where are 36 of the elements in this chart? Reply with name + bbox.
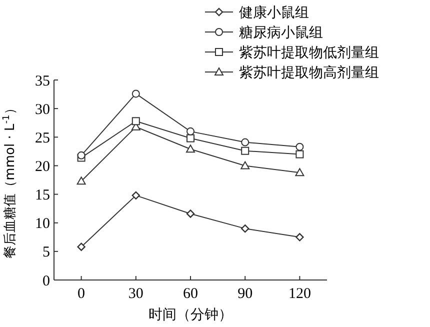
y-tick-label: 20 — [35, 158, 50, 175]
point — [295, 168, 304, 176]
x-tick-label: 30 — [128, 286, 144, 302]
point — [240, 161, 250, 170]
x-axis-title: 时间（分钟） — [148, 307, 232, 323]
y-tick-label: 35 — [35, 73, 50, 90]
x-tick-label: 120 — [288, 286, 311, 302]
point — [132, 117, 140, 126]
x-tick-label: 90 — [238, 286, 253, 302]
legend-label: 紫苏叶提取物高剂量组 — [239, 64, 379, 81]
point — [132, 90, 140, 98]
point — [241, 138, 250, 146]
x-tick-label: 0 — [78, 286, 86, 302]
y-tick-label: 30 — [35, 102, 50, 118]
point — [132, 191, 140, 200]
legend-label: 紫苏叶提取物低剂量组 — [239, 44, 379, 61]
y-tick-label: 25 — [35, 130, 50, 146]
y-tick-label: 10 — [35, 216, 50, 232]
x-tick-label: 60 — [183, 286, 198, 302]
point — [76, 176, 86, 185]
point — [296, 233, 304, 242]
y-tick-label: 5 — [42, 244, 50, 261]
point — [186, 134, 194, 142]
y-tick-label: 15 — [35, 188, 50, 204]
point — [296, 150, 304, 158]
point — [186, 127, 194, 136]
point — [241, 224, 250, 233]
point — [186, 210, 195, 218]
point — [241, 146, 250, 155]
point — [186, 144, 195, 153]
point — [77, 242, 86, 251]
legend-label: 健康小鼠组 — [239, 4, 309, 21]
point — [77, 151, 86, 160]
y-tick-label: 0 — [42, 273, 50, 290]
legend-label: 糖尿病小鼠组 — [239, 24, 323, 41]
point — [296, 142, 304, 151]
